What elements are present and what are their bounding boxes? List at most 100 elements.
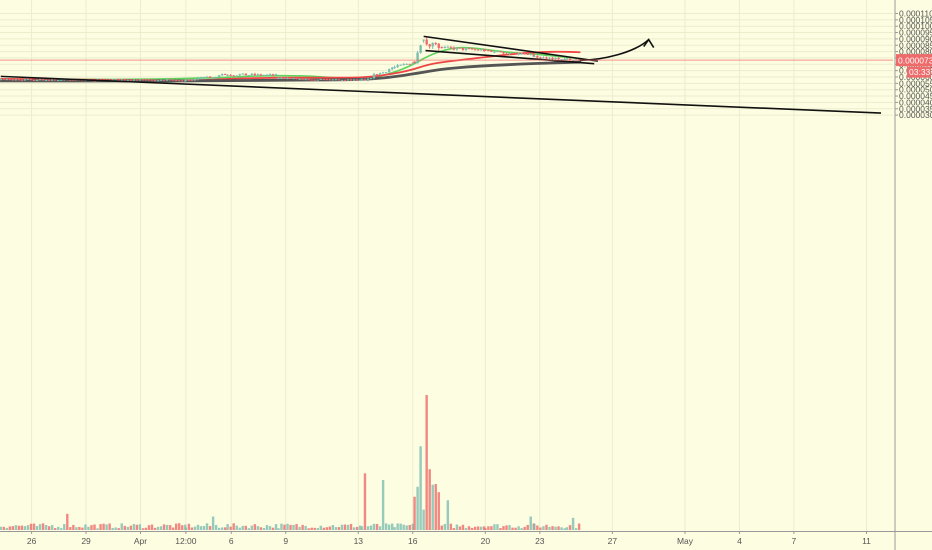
candle-body <box>372 74 376 78</box>
candle-body <box>557 57 560 60</box>
candle-body <box>568 58 572 61</box>
candle-body <box>352 79 356 81</box>
volume-bar <box>464 527 468 530</box>
volume-bar <box>413 496 416 530</box>
volume-bar <box>0 526 2 530</box>
candle-body <box>277 77 280 79</box>
y-tick-label: 0.0000950 <box>899 28 932 38</box>
x-tick-label: Apr <box>134 536 147 546</box>
volume-bar <box>425 395 428 530</box>
y-tick-label: 0.0000550 <box>899 78 932 88</box>
candle-body <box>375 74 379 76</box>
candle-body <box>190 79 194 81</box>
candle-body <box>259 74 263 76</box>
candle-body <box>565 58 569 60</box>
candle-body <box>529 53 532 55</box>
volume-bar <box>123 525 126 530</box>
volume-bar <box>66 513 69 530</box>
volume-bar <box>458 526 462 530</box>
volume-bar <box>366 526 370 530</box>
volume-bar <box>434 484 437 530</box>
candle-body <box>126 79 129 81</box>
volume-bar <box>171 527 175 530</box>
wedge-lower-line <box>425 49 595 65</box>
volume-bar <box>117 528 120 530</box>
volume-bar <box>542 526 545 530</box>
volume-bar <box>144 527 148 530</box>
candle-body <box>23 79 27 81</box>
volume-bar <box>307 528 310 530</box>
volume-bar <box>274 524 278 530</box>
volume-bar <box>87 526 90 530</box>
candle-body <box>443 46 447 48</box>
volume-bar <box>262 527 266 530</box>
candle-body <box>479 49 483 51</box>
candle-body <box>238 74 241 76</box>
volume-bar <box>102 523 105 530</box>
candle-body <box>57 80 60 82</box>
volume-bar <box>63 524 66 530</box>
candle-body <box>199 77 203 79</box>
candle-body <box>496 51 499 53</box>
candle-body <box>554 57 557 60</box>
candle-body <box>428 44 431 47</box>
candle-body <box>325 79 329 81</box>
candle-body <box>545 57 548 59</box>
volume-bar <box>138 524 142 530</box>
volume-bar <box>508 525 511 530</box>
candle-body <box>283 77 286 79</box>
candle-body <box>449 46 453 48</box>
candle-body <box>202 77 206 79</box>
volume-bar <box>50 525 54 530</box>
volume-bar <box>493 524 496 530</box>
candle-body <box>250 73 254 76</box>
volume-bar <box>72 524 75 530</box>
candle-body <box>132 79 136 81</box>
candle-body <box>29 78 33 80</box>
candle-body <box>461 47 465 50</box>
volume-bar <box>184 527 188 530</box>
candle-body <box>511 52 514 54</box>
volume-bar <box>90 525 93 530</box>
candle-body <box>520 53 523 55</box>
x-tick-label: 26 <box>27 536 37 546</box>
candle-body <box>499 51 502 53</box>
candle-body <box>138 79 142 81</box>
volume-bar <box>217 527 221 530</box>
y-tick-label: 0.0000300 <box>899 110 932 120</box>
volume-bar <box>156 526 160 530</box>
x-tick-label: 27 <box>608 536 618 546</box>
current-price-tag <box>896 54 932 67</box>
candle-body <box>413 61 416 64</box>
volume-bar <box>396 523 399 530</box>
volume-bar <box>271 527 275 530</box>
volume-bar <box>399 523 402 530</box>
volume-bar <box>390 523 394 530</box>
time-axis[interactable]: 26 29 Apr 12:00 6 9 13 16 20 23 27 May 4 7 11 <box>0 531 932 546</box>
candle-body <box>360 79 364 81</box>
candle-body <box>265 74 269 76</box>
long-descending-trendline <box>0 75 882 114</box>
candle-body <box>35 80 39 82</box>
price-axis[interactable]: 0.00011000.00010500.00010000.00009500.00… <box>894 0 932 550</box>
candle-body <box>358 79 362 81</box>
candle-body <box>247 75 250 77</box>
candle-body <box>523 53 526 55</box>
candle-body <box>526 53 529 55</box>
x-tick-label: 29 <box>81 536 91 546</box>
y-tick-label: 0.0000850 <box>899 40 932 50</box>
candle-body <box>393 67 396 69</box>
candle-body <box>411 62 414 65</box>
candle-body <box>211 77 215 79</box>
volume-bar <box>479 526 483 530</box>
volume-bar <box>449 523 453 530</box>
volume-bar <box>520 528 523 530</box>
volume-bar <box>105 524 108 530</box>
volume-bar <box>96 528 99 530</box>
volume-bar <box>41 523 45 530</box>
volume-bar <box>126 526 129 530</box>
candle-body <box>542 57 545 59</box>
grid <box>0 0 893 531</box>
